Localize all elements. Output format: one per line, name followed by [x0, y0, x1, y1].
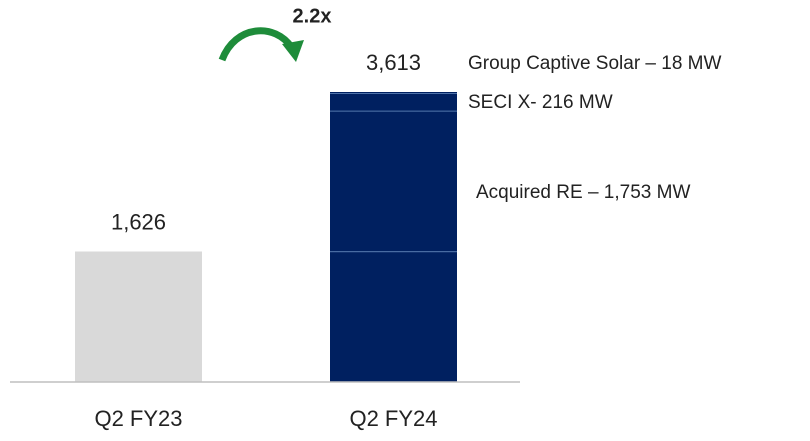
growth-annotation: 2.2x	[293, 5, 332, 27]
growth-arrowhead	[282, 40, 304, 62]
segment-label: SECI X- 216 MW	[468, 92, 613, 113]
x-tick-label: Q2 FY24	[349, 406, 437, 431]
segment-label: Acquired RE – 1,753 MW	[476, 182, 690, 203]
bar-segment	[330, 92, 457, 94]
value-label: 1,626	[111, 209, 166, 234]
bar	[75, 251, 202, 382]
x-tick-label: Q2 FY23	[94, 406, 182, 431]
segment-label: Group Captive Solar – 18 MW	[468, 53, 722, 74]
growth-arrow	[218, 27, 295, 62]
value-label: 3,613	[366, 50, 421, 75]
bar-segment	[330, 93, 457, 111]
bar-segment	[330, 110, 457, 252]
